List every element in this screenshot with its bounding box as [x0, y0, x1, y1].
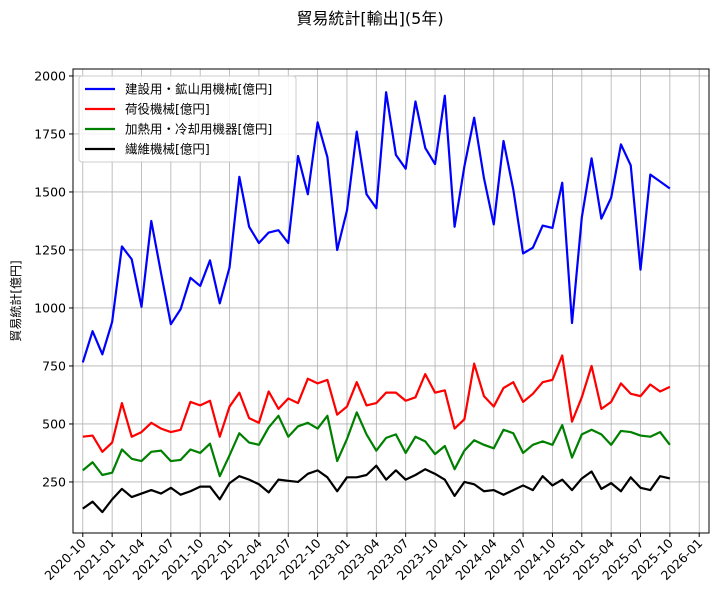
- legend-label: 繊維機械[億円]: [125, 142, 210, 157]
- y-tick-label: 500: [42, 416, 66, 431]
- series-line: [81, 91, 671, 363]
- y-tick-label: 1750: [34, 126, 66, 141]
- y-tick-label: 1250: [34, 242, 66, 257]
- x-axis: 2020-102021-012021-042021-072021-102022-…: [41, 533, 705, 583]
- legend-box: [78, 75, 297, 163]
- y-tick-label: 1500: [34, 184, 66, 199]
- y-tick-label: 750: [42, 358, 66, 373]
- series-line: [82, 411, 671, 478]
- legend: 建設用・鉱山用機械[億円] 荷役機械[億円] 加熱用・冷却用機器[億円] 繊維機械[億…: [78, 75, 297, 163]
- y-axis: 250 500 750 1000 1250 1500 1750 2000: [34, 68, 73, 489]
- y-tick-label: 2000: [34, 68, 66, 83]
- series-line: [82, 464, 671, 514]
- legend-label: 建設用・鉱山用機械[億円]: [125, 82, 272, 97]
- chart-title: 貿易統計[輸出](5年): [296, 9, 443, 28]
- plot-frame: [72, 68, 710, 534]
- y-tick-label: 1000: [34, 300, 66, 315]
- y-axis-label: 貿易統計[億円]: [8, 260, 23, 341]
- y-tick-label: 250: [42, 474, 66, 489]
- legend-label: 荷役機械[億円]: [125, 102, 210, 117]
- series-layer: [81, 91, 671, 514]
- series-line: [82, 354, 671, 453]
- legend-label: 加熱用・冷却用機器[億円]: [125, 122, 272, 137]
